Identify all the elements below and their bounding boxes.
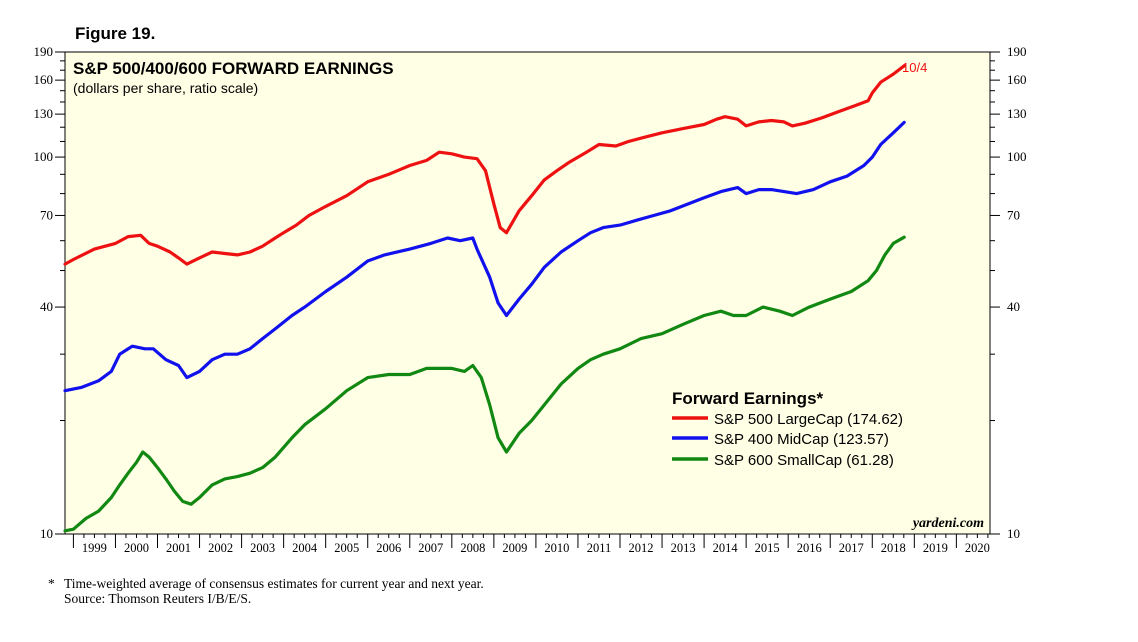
x-tick-label: 2010 xyxy=(544,541,569,555)
footnote-line-1: * Time-weighted average of consensus esti… xyxy=(48,576,484,591)
x-tick-label: 2008 xyxy=(460,541,485,555)
legend: Forward Earnings* S&P 500 LargeCap (174.… xyxy=(672,389,903,469)
y-tick-label-right: 70 xyxy=(1007,207,1020,222)
y-tick-label-left: 130 xyxy=(34,106,54,121)
series-sp400-line xyxy=(63,120,906,393)
chart-subtitle: (dollars per share, ratio scale) xyxy=(73,80,258,96)
x-tick-label: 2011 xyxy=(587,541,612,555)
y-tick-label-right: 190 xyxy=(1007,44,1027,59)
y-tick-label-left: 160 xyxy=(34,72,54,87)
plot-area xyxy=(64,51,991,535)
x-tick-label: 2020 xyxy=(965,541,990,555)
x-tick-label: 2018 xyxy=(881,541,906,555)
y-tick-label-left: 190 xyxy=(34,44,54,59)
x-tick-label: 1999 xyxy=(82,541,107,555)
x-tick-label: 2012 xyxy=(629,541,654,555)
chart: 10 40 70 100 130 160 190 10 40 70 100 130 160 190 19… xyxy=(34,44,1027,555)
y-tick-label-right: 160 xyxy=(1007,72,1027,87)
x-tick-label: 2019 xyxy=(923,541,948,555)
x-tick-label: 2017 xyxy=(839,541,864,555)
footnote: * Time-weighted average of consensus esti… xyxy=(48,576,484,606)
y-tick-label-right: 100 xyxy=(1007,149,1027,164)
series-sp600-line xyxy=(63,235,906,533)
legend-entry-sp600: S&P 600 SmallCap (61.28) xyxy=(714,452,894,469)
x-axis: 1999 2000 2001 2002 2003 2004 2005 2006 2007 2008… xyxy=(72,534,990,555)
y-tick-label-right: 10 xyxy=(1007,526,1020,541)
y-tick-label-left: 40 xyxy=(40,299,53,314)
x-tick-label: 2004 xyxy=(292,541,318,555)
x-tick-label: 2001 xyxy=(166,541,191,555)
y-tick-label-right: 40 xyxy=(1007,299,1020,314)
x-tick-label: 2002 xyxy=(208,541,233,555)
watermark: yardeni.com xyxy=(911,516,984,531)
footnote-line-2: Source: Thomson Reuters I/B/E/S. xyxy=(48,591,484,606)
series-sp500-line xyxy=(63,64,906,266)
legend-title: Forward Earnings* xyxy=(672,389,824,408)
y-axis-right: 10 40 70 100 130 160 190 xyxy=(990,44,1027,541)
legend-entry-sp500: S&P 500 LargeCap (174.62) xyxy=(714,411,903,428)
y-tick-label-left: 100 xyxy=(34,149,54,164)
footnote-marker: * xyxy=(48,576,55,591)
series-lines xyxy=(63,64,906,533)
figure-label: Figure 19. xyxy=(75,24,156,43)
y-tick-label-left: 70 xyxy=(40,207,53,222)
x-tick-label: 2014 xyxy=(713,541,739,555)
source-text: Source: Thomson Reuters I/B/E/S. xyxy=(64,591,252,606)
x-tick-label: 2013 xyxy=(671,541,696,555)
x-tick-label: 2000 xyxy=(124,541,149,555)
legend-entry-sp400: S&P 400 MidCap (123.57) xyxy=(714,431,889,448)
y-tick-label-right: 130 xyxy=(1007,106,1027,121)
x-tick-label: 2016 xyxy=(797,541,822,555)
end-date-label: 10/4 xyxy=(902,60,927,75)
y-tick-label-left: 10 xyxy=(40,526,53,541)
x-tick-label: 2009 xyxy=(502,541,527,555)
x-tick-label: 2007 xyxy=(418,541,443,555)
x-tick-label: 2003 xyxy=(250,541,275,555)
x-tick-label: 2005 xyxy=(334,541,359,555)
x-tick-label: 2006 xyxy=(376,541,401,555)
x-tick-label: 2015 xyxy=(755,541,780,555)
y-axis-left: 10 40 70 100 130 160 190 xyxy=(34,44,65,541)
chart-title: S&P 500/400/600 FORWARD EARNINGS xyxy=(73,59,394,78)
footnote-text: Time-weighted average of consensus estim… xyxy=(64,576,484,591)
